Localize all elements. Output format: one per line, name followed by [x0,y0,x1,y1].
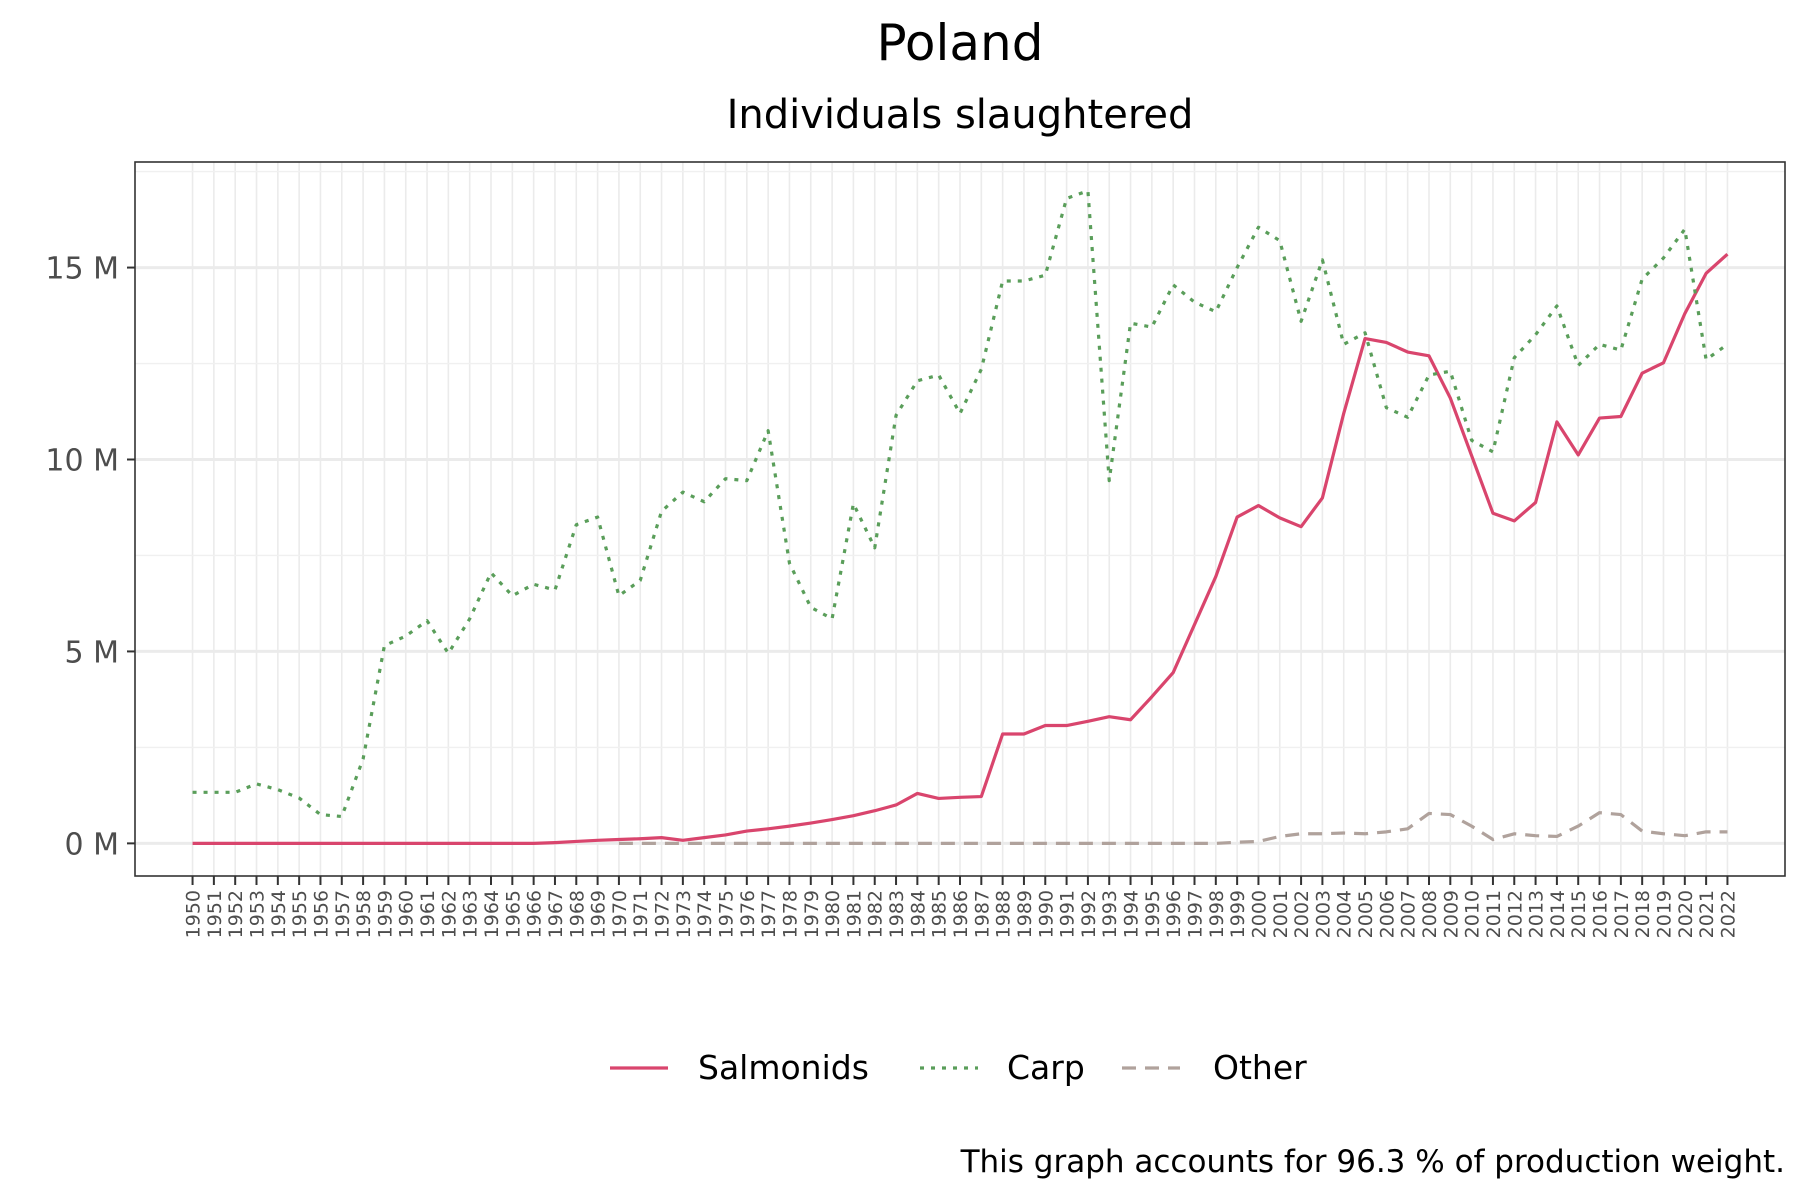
x-tick-label: 1991 [1057,890,1079,938]
x-tick-label: 1992 [1078,890,1100,938]
y-tick-label: 15 M [45,252,119,287]
y-tick-label: 5 M [64,635,119,670]
x-tick-label: 1978 [779,890,801,938]
x-tick-label: 1975 [716,890,738,938]
x-tick-label: 1958 [353,890,375,938]
x-tick-label: 1953 [247,890,269,938]
x-tick-label: 1990 [1035,890,1057,938]
x-tick-label: 2001 [1270,890,1292,938]
x-tick-label: 2008 [1419,890,1441,938]
x-tick-label: 1956 [310,890,332,938]
x-tick-label: 1974 [694,890,716,938]
x-tick-label: 1977 [758,890,780,938]
x-tick-label: 2022 [1717,890,1739,938]
x-tick-label: 2016 [1590,890,1612,938]
x-tick-label: 1965 [502,890,524,938]
series-layer [192,189,1729,845]
x-tick-label: 1969 [588,890,610,938]
x-tick-label: 1967 [545,890,567,938]
grid-layer [135,162,1785,876]
series-line-carp [192,189,1729,819]
series-line-salmonids [192,252,1729,845]
x-tick-label: 1980 [822,890,844,938]
x-tick-label: 1976 [737,890,759,938]
x-tick-label: 2017 [1611,890,1633,938]
x-tick-label: 2009 [1440,890,1462,938]
x-tick-label: 1998 [1206,890,1228,938]
x-tick-label: 2015 [1568,890,1590,938]
x-tick-label: 1970 [609,890,631,938]
x-tick-label: 1984 [907,890,929,938]
x-tick-label: 2020 [1675,890,1697,938]
x-tick-label: 1983 [886,890,908,938]
x-tick-label: 1971 [630,890,652,938]
x-tick-label: 1989 [1014,890,1036,938]
x-tick-label: 2013 [1526,890,1548,938]
legend-label-other: Other [1213,1048,1307,1087]
x-tick-label: 1987 [971,890,993,938]
x-tick-label: 1960 [396,890,418,938]
x-tick-label: 2004 [1334,890,1356,938]
x-tick-label: 1999 [1227,890,1249,938]
x-tick-label: 1961 [417,890,439,938]
x-tick-label: 1997 [1185,890,1207,938]
x-tick-label: 1986 [950,890,972,938]
x-tick-label: 1985 [929,890,951,938]
y-tick-label: 0 M [64,827,119,862]
x-tick-label: 2021 [1696,890,1718,938]
x-tick-label: 1957 [332,890,354,938]
x-tick-label: 1995 [1142,890,1164,938]
x-tick-label: 2019 [1653,890,1675,938]
x-tick-label: 1996 [1163,890,1185,938]
x-tick-label: 1966 [524,890,546,938]
x-tick-label: 1993 [1099,890,1121,938]
x-tick-label: 1963 [460,890,482,938]
x-tick-label: 1954 [268,890,290,938]
x-tick-label: 1994 [1121,890,1143,938]
x-tick-label: 1972 [652,890,674,938]
x-tick-label: 1950 [183,890,205,938]
x-tick-label: 2011 [1483,890,1505,938]
x-tick-label: 1959 [374,890,396,938]
x-tick-label: 2005 [1355,890,1377,938]
x-tick-label: 2000 [1248,890,1270,938]
chart-title: Poland [877,14,1044,72]
x-tick-label: 1988 [993,890,1015,938]
x-tick-label: 1982 [865,890,887,938]
y-tick-label: 10 M [45,444,119,479]
series-line-other [618,811,1728,845]
x-tick-label: 1968 [566,890,588,938]
legend-label-salmonids: Salmonids [698,1048,869,1087]
chart-caption: This graph accounts for 96.3 % of produc… [960,1144,1785,1180]
x-tick-label: 1973 [673,890,695,938]
x-tick-label: 2003 [1312,890,1334,938]
x-tick-label: 1952 [225,890,247,938]
x-tick-label: 2012 [1504,890,1526,938]
x-tick-label: 1955 [289,890,311,938]
x-tick-label: 1962 [438,890,460,938]
legend-label-carp: Carp [1007,1048,1085,1087]
x-tick-label: 2018 [1632,890,1654,938]
chart-subtitle: Individuals slaughtered [727,92,1194,138]
x-tick-label: 1964 [481,890,503,938]
x-tick-label: 2010 [1462,890,1484,938]
x-tick-label: 2006 [1376,890,1398,938]
legend: Salmonids Carp Other [610,1048,1307,1087]
x-tick-label: 2007 [1398,890,1420,938]
x-tick-label: 1979 [801,890,823,938]
x-tick-label: 2002 [1291,890,1313,938]
x-tick-label: 2014 [1547,890,1569,938]
x-tick-label: 1951 [204,890,226,938]
x-tick-label: 1981 [843,890,865,938]
